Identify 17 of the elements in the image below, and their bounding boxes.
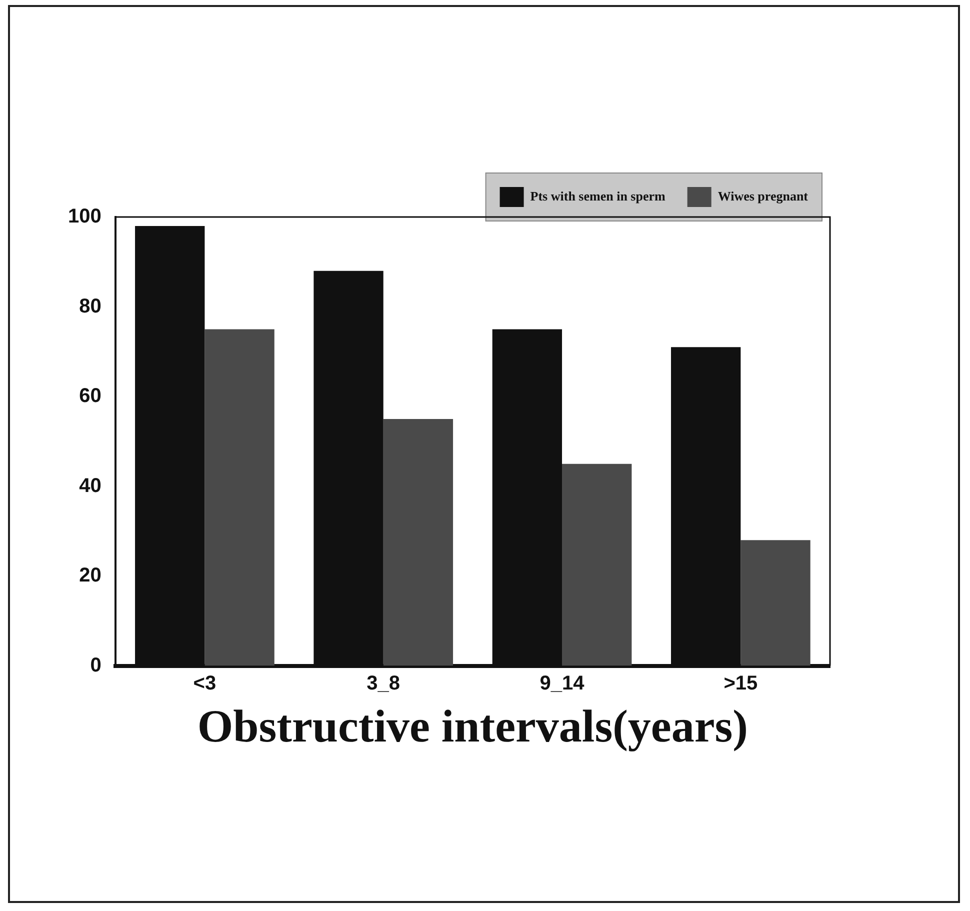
bar bbox=[562, 464, 632, 666]
bar bbox=[204, 329, 274, 666]
x-tick-label: 9_14 bbox=[540, 672, 586, 694]
bar bbox=[383, 418, 454, 666]
y-tick-label: 100 bbox=[68, 206, 102, 228]
legend-label: Pts with semen in sperm bbox=[530, 188, 666, 204]
y-tick-label: 0 bbox=[90, 654, 102, 676]
y-tick-label: 80 bbox=[79, 295, 102, 318]
x-tick-label: <3 bbox=[193, 672, 216, 694]
legend-label: Wiwes pregnant bbox=[718, 188, 809, 204]
x-tick-label: >15 bbox=[724, 672, 758, 694]
bar bbox=[740, 540, 810, 666]
x-axis-title: Obstructive intervals(years) bbox=[197, 700, 748, 752]
y-tick-label: 40 bbox=[79, 474, 102, 497]
x-tick-label: 3_8 bbox=[366, 672, 400, 694]
y-tick-label: 20 bbox=[79, 564, 102, 587]
y-tick-label: 60 bbox=[79, 385, 102, 408]
